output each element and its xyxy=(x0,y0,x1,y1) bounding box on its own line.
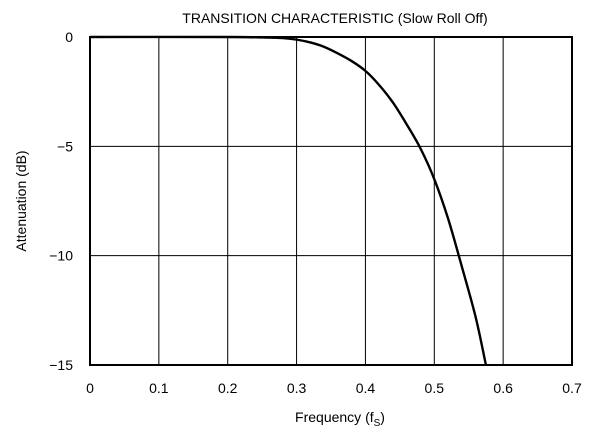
x-tick-label: 0.4 xyxy=(356,380,376,396)
curve-layer xyxy=(89,35,488,366)
y-tick-label: −10 xyxy=(49,248,73,264)
x-tick-label: 0.7 xyxy=(562,380,582,396)
y-tick-label: −15 xyxy=(49,357,73,373)
x-tick-label: 0.5 xyxy=(425,380,445,396)
y-tick-label: −5 xyxy=(57,138,73,154)
attenuation-curve xyxy=(89,35,488,366)
grid xyxy=(90,37,572,365)
x-axis-label: Frequency (fS) xyxy=(295,409,385,429)
x-tick-label: 0.2 xyxy=(218,380,238,396)
x-tick-label: 0.3 xyxy=(287,380,307,396)
plot-frame xyxy=(89,36,573,366)
x-tick-label: 0 xyxy=(86,380,94,396)
x-tick-labels: 0 0.1 0.2 0.3 0.4 0.5 0.6 0.7 xyxy=(86,380,582,396)
x-axis-label-main: Frequency (f xyxy=(295,409,374,425)
x-tick-label: 0.1 xyxy=(149,380,169,396)
y-tick-label: 0 xyxy=(65,29,73,45)
x-axis-label-suffix: ) xyxy=(380,409,385,425)
x-axis-label-subscript: S xyxy=(374,418,381,429)
y-axis-label: Attenuation (dB) xyxy=(13,150,29,251)
chart-title: TRANSITION CHARACTERISTIC (Slow Roll Off… xyxy=(182,10,487,26)
x-tick-label: 0.6 xyxy=(493,380,513,396)
y-tick-labels: 0 −5 −10 −15 xyxy=(49,29,73,373)
